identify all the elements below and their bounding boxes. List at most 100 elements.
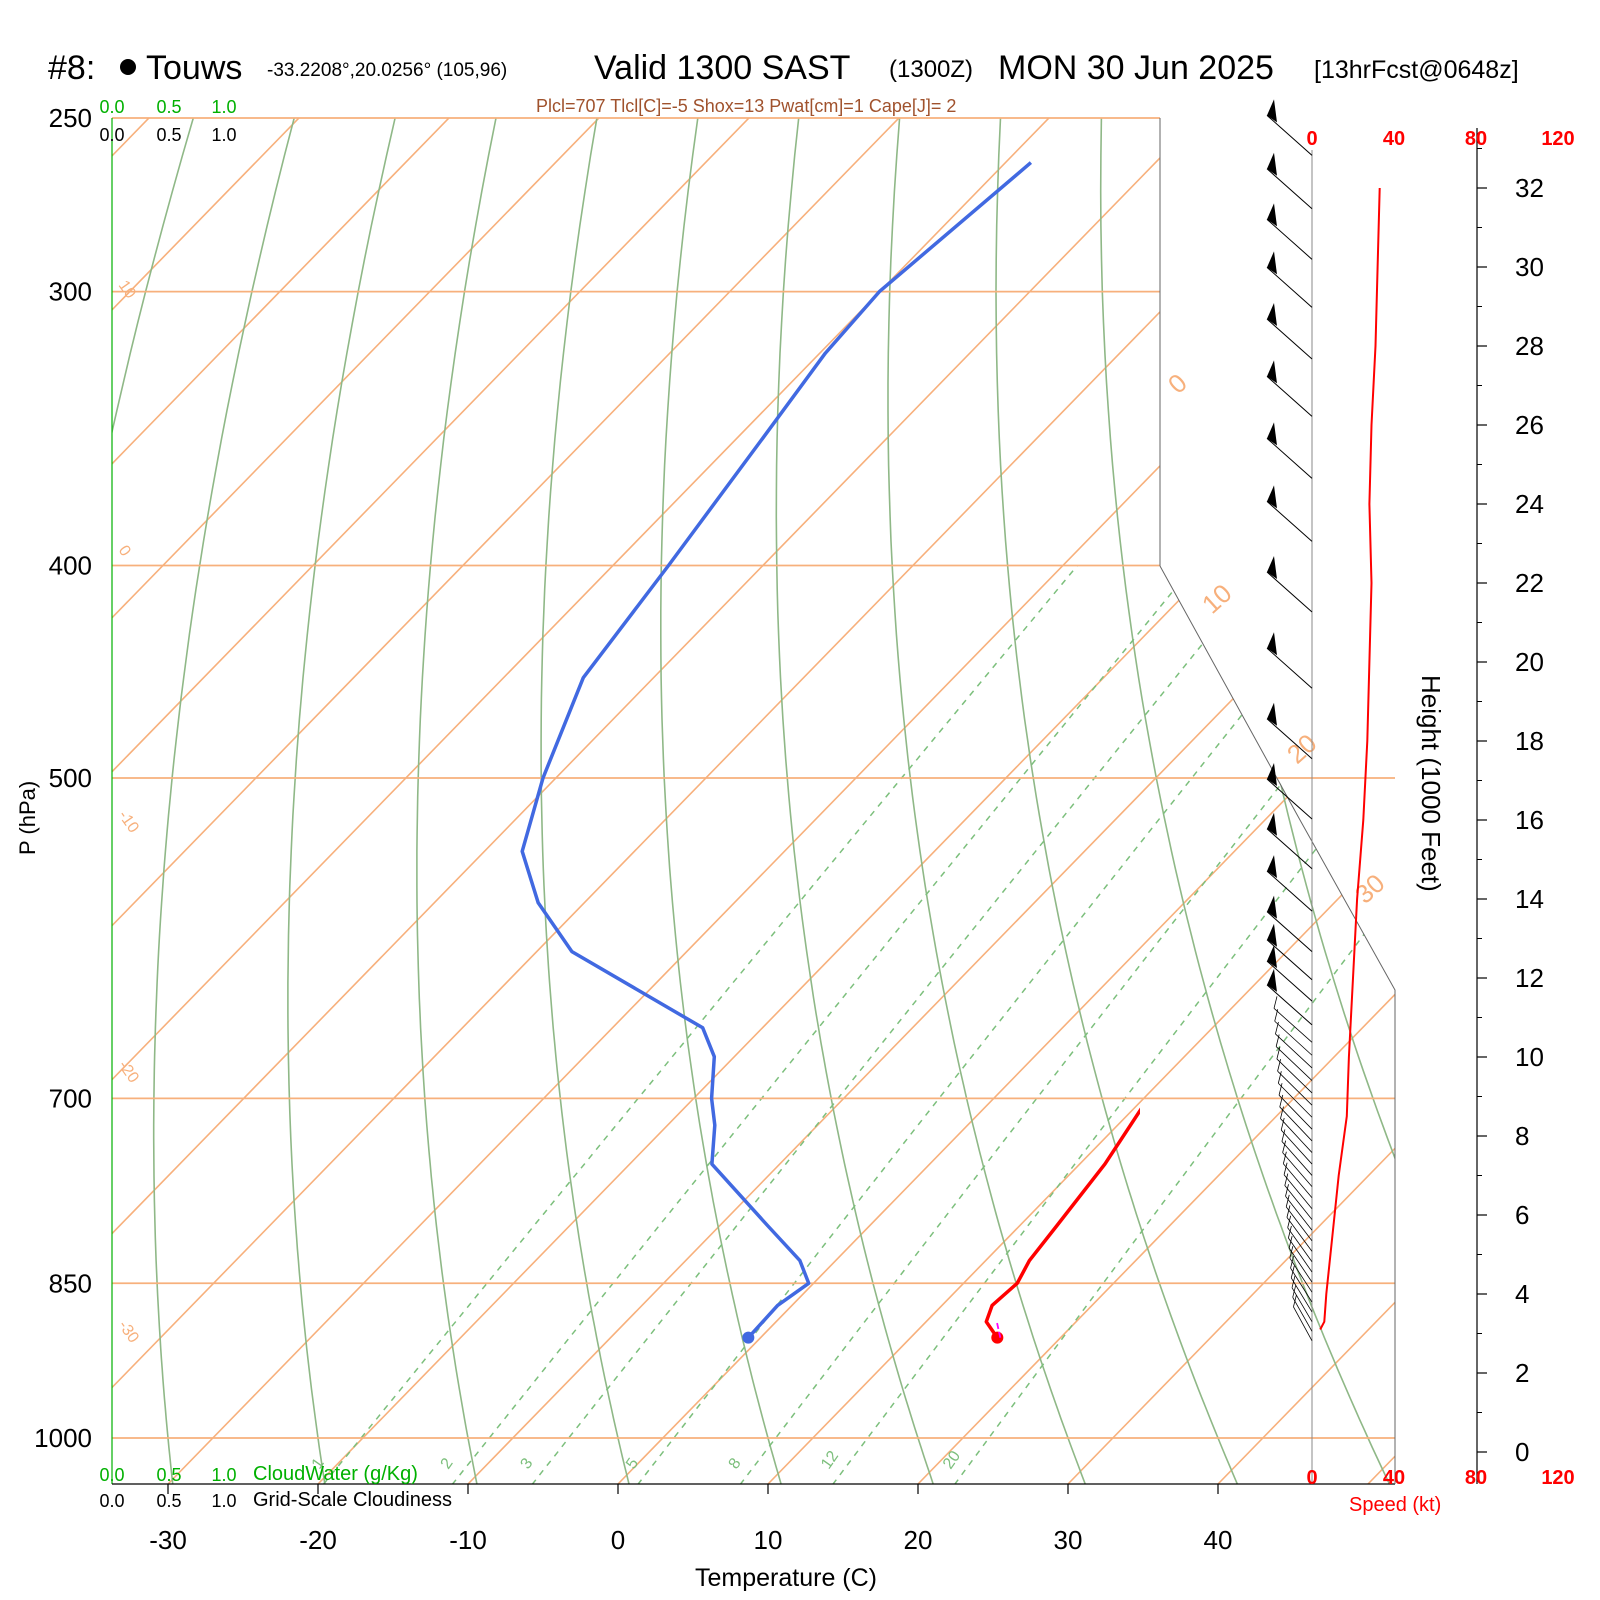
height-tick-label: 22 (1515, 568, 1544, 598)
isotherm-label: -10 (115, 808, 142, 837)
dry-adiabat-line (887, 118, 1087, 1484)
wind-barb-staff (1266, 501, 1313, 542)
wind-barb-feather (1276, 1046, 1281, 1060)
cloudiness-scale-bottom: 1.0 (211, 1491, 236, 1511)
wind-barb-staff (1277, 1070, 1313, 1106)
wind-barb-feather (1285, 1194, 1290, 1207)
wind-barb-feather (1278, 1083, 1283, 1096)
wind-barb-pennant (1267, 632, 1277, 656)
temperature-tick-label: 30 (1054, 1525, 1083, 1555)
isotherm-line (112, 118, 1395, 1484)
temperature-line (984, 1107, 1140, 1339)
dewpoint-line (520, 161, 1033, 1339)
wind-barb-feather (1273, 996, 1278, 1009)
wind-barb-staff (1290, 1277, 1313, 1313)
wind-barb-staff (1291, 1287, 1313, 1322)
wind-barb-staff (1266, 168, 1313, 210)
wind-barb-staff (1288, 1247, 1313, 1283)
valid-date: MON 30 Jun 2025 (998, 49, 1274, 87)
wind-barb-pennant (1267, 923, 1277, 947)
isotherm-line (112, 118, 1164, 1484)
wind-speed-line (1319, 187, 1381, 1330)
temperature-tick-label: -30 (149, 1525, 187, 1555)
parcel-line (995, 1321, 1002, 1338)
wind-barb-staff (1280, 1118, 1313, 1153)
dry-adiabat-line (1501, 79, 1600, 1484)
pressure-tick-label: 400 (49, 551, 92, 581)
wind-barb-staff (1266, 266, 1313, 308)
wind-barb-staff (1287, 1227, 1313, 1262)
mixing-ratio-line (451, 565, 1195, 1484)
isotherm-line (917, 118, 1395, 1484)
wind-barb-staff (1266, 437, 1313, 479)
wind-barb-pennant (1267, 555, 1277, 579)
mixing-ratio-label: 8 (726, 1455, 745, 1472)
speed-tick-label-top: 40 (1383, 128, 1405, 150)
wind-barb-staff (1283, 1163, 1313, 1199)
dry-adiabats (112, 79, 1600, 1484)
speed-axis-label: Speed (kt) (1349, 1494, 1441, 1516)
temperature-tick-label: 20 (904, 1525, 933, 1555)
dry-adiabat-line (287, 118, 406, 1484)
dry-adiabat-line (659, 118, 782, 1484)
wind-barb-staff (1266, 984, 1313, 1026)
isotherm-line (617, 118, 1395, 1484)
height-tick-label: 6 (1515, 1200, 1529, 1230)
mixing-ratio-line (322, 565, 1078, 1484)
wind-speed-profile (1319, 187, 1381, 1330)
wind-barb-staff (1278, 1082, 1313, 1118)
wind-barb-feather (1285, 1184, 1289, 1197)
wind-barb-feather (1293, 1294, 1297, 1307)
cloudwater-scale-top: 1.0 (211, 97, 236, 117)
isotherm-line (112, 118, 714, 1484)
diagram-frame (111, 118, 1396, 1485)
wind-barb-feather (1277, 1059, 1281, 1072)
isotherm-line (1067, 118, 1395, 1484)
cloudiness-label: Grid-Scale Cloudiness (253, 1489, 452, 1511)
wind-barb-staff (1266, 647, 1313, 689)
temperature-axis-label: Temperature (C) (695, 1564, 877, 1592)
height-tick-label: 14 (1515, 884, 1544, 914)
wind-barb-staff (1282, 1152, 1313, 1187)
wind-barb-feather (1291, 1275, 1296, 1288)
isotherm-label: -20 (115, 1058, 142, 1087)
wind-barb-staff (1281, 1141, 1313, 1176)
forecast-info: [13hrFcst@0648z] (1314, 56, 1519, 84)
isotherm-line (112, 118, 1314, 1484)
wind-barb-staff (1276, 1058, 1313, 1094)
wind-barb-feather (1286, 1205, 1291, 1218)
speed-tick-label-bottom: 0 (1306, 1467, 1317, 1489)
cloudwater-scale-top: 0.0 (99, 97, 124, 117)
wind-barb-feather (1290, 1256, 1294, 1269)
mixing-ratio-label: 12 (818, 1448, 842, 1472)
wind-barb-staff (1266, 218, 1313, 260)
isotherm-label: 30 (1349, 868, 1391, 910)
wind-barb-staff (1285, 1196, 1313, 1231)
dry-adiabat-line (775, 118, 935, 1484)
wind-barb-feather (1292, 1285, 1297, 1298)
wind-barb-pennant (1267, 203, 1277, 227)
wind-barb-pennant (1267, 99, 1277, 123)
wind-barb-pennant (1267, 855, 1277, 879)
wind-barb-staff (1274, 1020, 1313, 1056)
wind-barb-staff (1279, 1106, 1313, 1142)
height-tick-label: 8 (1515, 1121, 1529, 1151)
parcel-trace (995, 1321, 1002, 1338)
isotherm-label: 10 (115, 278, 139, 302)
wind-barb-staff (1292, 1297, 1313, 1332)
cloudwater-label: CloudWater (g/Kg) (253, 1463, 418, 1485)
wind-barb-pennant (1267, 945, 1277, 969)
isotherm-label: 0 (115, 543, 134, 560)
surface-dewpoint-marker (742, 1331, 755, 1344)
isotherm-label: 20 (1281, 728, 1323, 770)
wind-barb-feather (1284, 1173, 1289, 1186)
height-tick-label: 32 (1515, 173, 1544, 203)
wind-barb-pennant (1267, 812, 1277, 836)
speed-tick-label-bottom: 40 (1383, 1467, 1405, 1489)
wind-barb-feather (1288, 1236, 1293, 1249)
pressure-tick-label: 700 (49, 1083, 92, 1113)
temperature-axis: -30 -20 -10 0 10 20 30 40 (149, 1484, 1232, 1555)
pressure-tick-label: 500 (49, 763, 92, 793)
